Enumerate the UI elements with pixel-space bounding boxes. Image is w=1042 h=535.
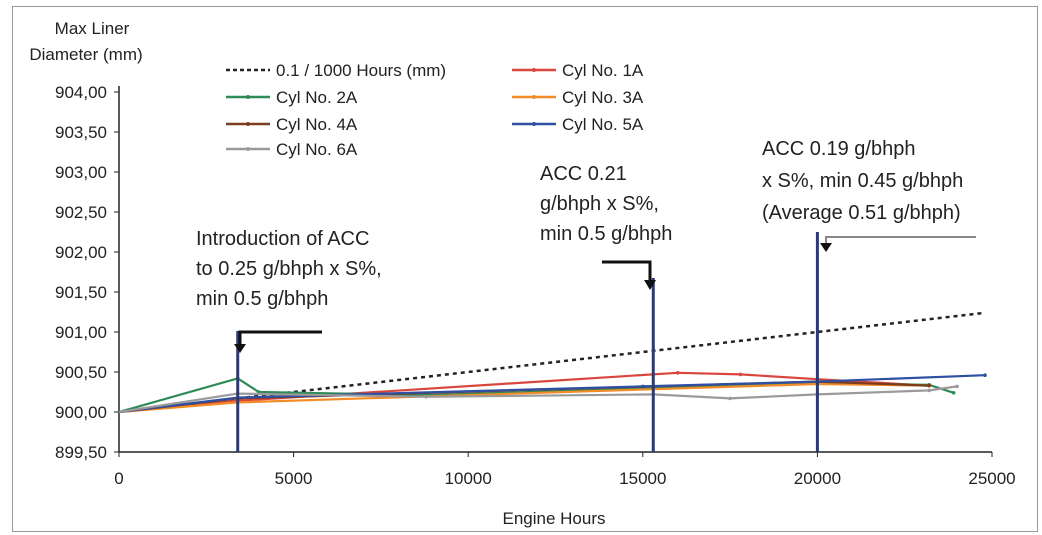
annotation-3-line-1: ACC 0.19 g/bhph (762, 138, 915, 160)
series-point (675, 371, 680, 375)
annotation-3: ACC 0.19 g/bhph x S%, min 0.45 g/bhph (A… (762, 138, 976, 252)
y-tick-label: 902,50 (55, 203, 107, 222)
annotation-2-line-3: min 0.5 g/bhph (540, 223, 672, 245)
legend-label: Cyl No. 3A (562, 88, 644, 107)
axes (118, 86, 992, 453)
x-tick-label: 10000 (445, 469, 492, 488)
series-point (955, 384, 959, 389)
series-point (927, 383, 931, 388)
y-tick-label: 901,00 (55, 323, 107, 342)
y-tick-label: 900,50 (55, 363, 107, 382)
legend-label: Cyl No. 4A (276, 115, 358, 134)
series-point (728, 396, 732, 401)
legend-label: Cyl No. 1A (562, 61, 644, 80)
legend-swatch-point (246, 95, 250, 99)
annotation-2-line-2: g/bhph x S%, (540, 193, 659, 215)
y-tick-label: 899,50 (55, 443, 107, 462)
legend-label: Cyl No. 2A (276, 88, 358, 107)
annotation-3-arrowhead (820, 243, 832, 252)
legend-swatch-point (246, 122, 250, 126)
annotation-3-line-2: x S%, min 0.45 g/bhph (762, 170, 963, 192)
annotation-1-line-2: to 0.25 g/bhph x S%, (196, 258, 382, 280)
y-ticks: 899,50 900,00 900,50 901,00 901,50 902,00 902,… (55, 83, 119, 462)
series-line (118, 311, 986, 414)
y-tick-label: 903,00 (55, 163, 107, 182)
annotation-3-arrow (825, 236, 976, 245)
series-layer (118, 311, 987, 414)
x-tick-label: 15000 (619, 469, 666, 488)
y-tick-label: 904,00 (55, 83, 107, 102)
legend-swatch-point (532, 95, 536, 99)
series-point (641, 384, 645, 389)
series-point (927, 388, 931, 393)
legend-label: Cyl No. 6A (276, 140, 358, 159)
x-tick-label: 20000 (794, 469, 841, 488)
y-tick-label: 901,50 (55, 283, 107, 302)
annotation-1: Introduction of ACC to 0.25 g/bhph x S%,… (196, 228, 382, 353)
y-axis-title-line-2: Diameter (mm) (29, 45, 142, 64)
annotation-1-line-1: Introduction of ACC (196, 228, 369, 250)
y-tick-label: 902,00 (55, 243, 107, 262)
annotation-2-arrow (602, 260, 652, 282)
series-line (118, 385, 958, 414)
chart-frame (12, 6, 1038, 532)
annotations-layer: Introduction of ACC to 0.25 g/bhph x S%,… (196, 138, 976, 353)
legend-swatch-point (532, 68, 536, 72)
y-axis-title-line-1: Max Liner (55, 19, 130, 38)
x-tick-label: 5000 (275, 469, 313, 488)
x-ticks: 0 5000 10000 15000 20000 25000 (114, 452, 1016, 488)
legend-swatch-point (532, 122, 536, 126)
series-point (983, 373, 987, 378)
series-point (951, 391, 956, 395)
annotation-2: ACC 0.21 g/bhph x S%, min 0.5 g/bhph (540, 163, 672, 290)
x-tick-label: 0 (114, 469, 123, 488)
series-point (738, 372, 743, 377)
series-line (118, 382, 930, 414)
x-axis-title: Engine Hours (502, 509, 605, 528)
markers-layer (236, 232, 819, 452)
series-point (424, 395, 429, 399)
legend-label: 0.1 / 1000 Hours (mm) (276, 61, 446, 80)
y-tick-label: 900,00 (55, 403, 107, 422)
y-tick-label: 903,50 (55, 123, 107, 142)
annotation-3-line-3: (Average 0.51 g/bhph) (762, 202, 961, 224)
legend: 0.1 / 1000 Hours (mm) Cyl No. 1A Cyl No. 2… (226, 61, 644, 159)
annotation-2-arrowhead (644, 280, 656, 290)
annotation-2-line-1: ACC 0.21 (540, 163, 627, 185)
annotation-1-line-3: min 0.5 g/bhph (196, 288, 328, 310)
x-tick-label: 25000 (968, 469, 1015, 488)
legend-label: Cyl No. 5A (562, 115, 644, 134)
annotation-1-arrowhead (234, 344, 246, 353)
legend-swatch-point (246, 147, 250, 151)
annotation-1-arrow (238, 330, 322, 346)
